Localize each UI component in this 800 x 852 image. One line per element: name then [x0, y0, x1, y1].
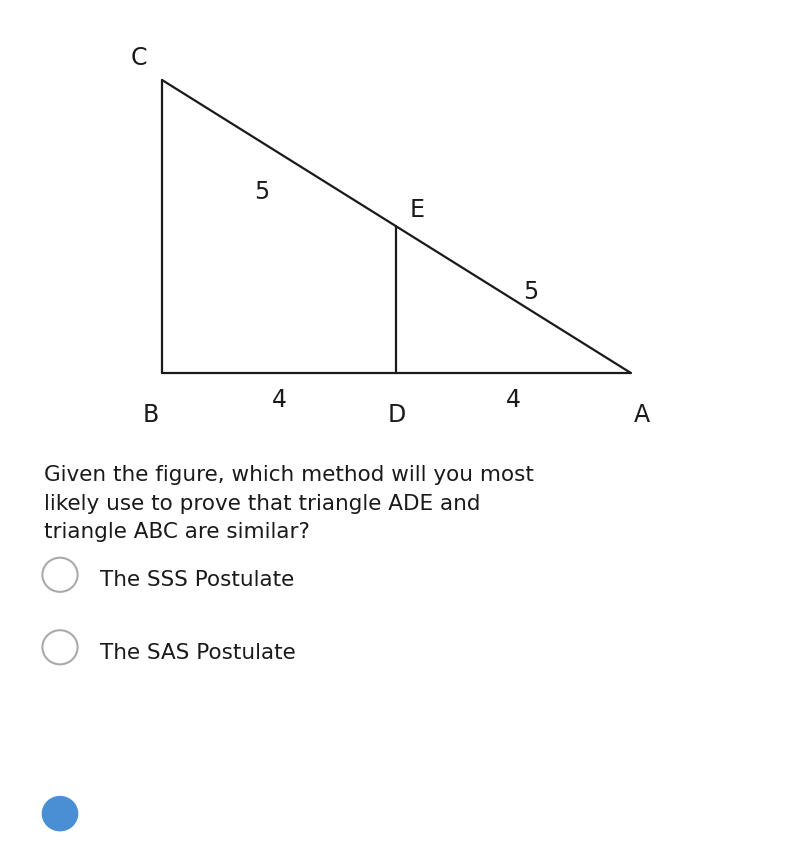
Text: 5: 5 [254, 180, 270, 204]
Text: Given the figure, which method will you most
likely use to prove that triangle A: Given the figure, which method will you … [44, 464, 534, 542]
Text: E: E [409, 198, 424, 222]
Text: C: C [131, 46, 147, 71]
Text: D: D [387, 403, 406, 427]
Text: The SSS Postulate: The SSS Postulate [100, 569, 294, 590]
Text: 5: 5 [523, 279, 538, 303]
Text: The SAS Postulate: The SAS Postulate [100, 642, 296, 662]
Text: A: A [634, 403, 650, 427]
Text: B: B [142, 403, 158, 427]
Text: 4: 4 [506, 388, 521, 412]
Text: 4: 4 [272, 388, 286, 412]
